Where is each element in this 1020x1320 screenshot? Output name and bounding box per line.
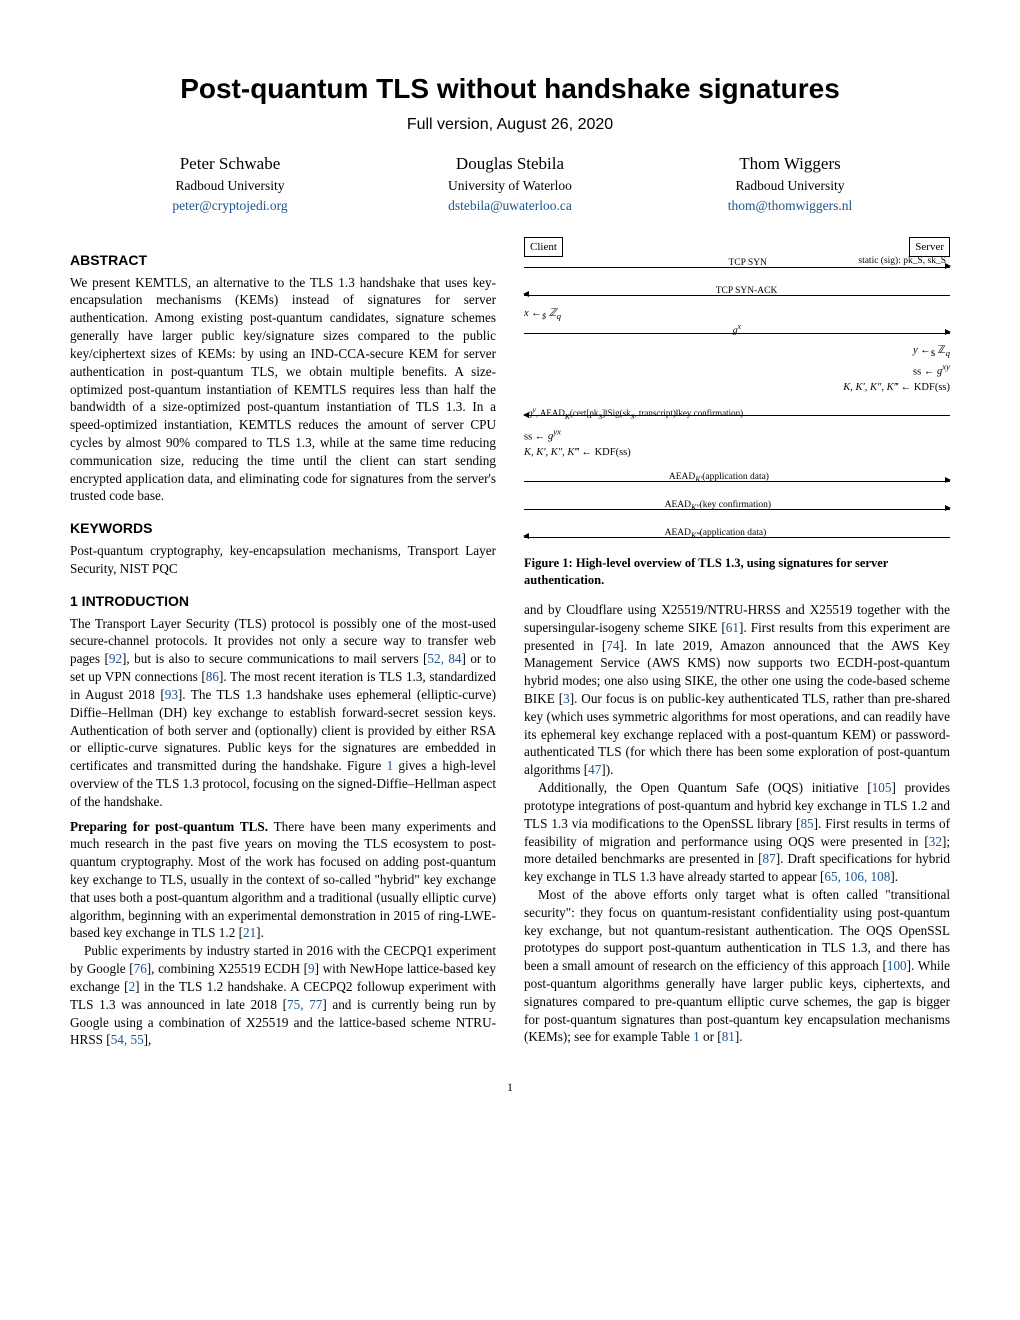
author-affil: Radboud University bbox=[90, 177, 370, 195]
citation[interactable]: 9 bbox=[308, 961, 315, 976]
citation[interactable]: 75, 77 bbox=[287, 997, 322, 1012]
author-affil: Radboud University bbox=[650, 177, 930, 195]
figure-caption: Figure 1: High-level overview of TLS 1.3… bbox=[524, 555, 950, 589]
paper-title: Post-quantum TLS without handshake signa… bbox=[70, 70, 950, 108]
citation[interactable]: 105 bbox=[872, 780, 892, 795]
client-node: Client bbox=[524, 237, 563, 258]
fig-label: gx bbox=[733, 321, 741, 338]
table-ref[interactable]: 1 bbox=[693, 1029, 700, 1044]
intro-heading: 1 INTRODUCTION bbox=[70, 592, 496, 611]
fig-label: AEADK″(key confirmation) bbox=[665, 498, 771, 514]
col2-p2: Additionally, the Open Quantum Safe (OQS… bbox=[524, 779, 950, 886]
citation[interactable]: 52, 84 bbox=[427, 651, 461, 666]
text: ], bbox=[144, 1032, 152, 1047]
citation[interactable]: 74 bbox=[606, 638, 619, 653]
author-email[interactable]: dstebila@uwaterloo.ca bbox=[370, 197, 650, 215]
fig-label: gy, AEADK(cert[pkS]‖Sig(skS, transcript)… bbox=[528, 404, 743, 422]
fig-label: x ←$ ℤq bbox=[524, 306, 561, 323]
citation[interactable]: 54, 55 bbox=[111, 1032, 144, 1047]
author-block: Peter Schwabe Radboud University peter@c… bbox=[90, 153, 370, 214]
citation[interactable]: 65, 106, 108 bbox=[824, 869, 890, 884]
authors-row: Peter Schwabe Radboud University peter@c… bbox=[90, 153, 930, 214]
fig-label: ss ← gyx bbox=[524, 426, 561, 445]
text: ]. bbox=[256, 925, 264, 940]
keywords-heading: KEYWORDS bbox=[70, 519, 496, 538]
citation[interactable]: 93 bbox=[165, 687, 178, 702]
author-name: Douglas Stebila bbox=[370, 153, 650, 176]
text: or [ bbox=[700, 1029, 722, 1044]
citation[interactable]: 3 bbox=[563, 691, 570, 706]
text: ], combining X25519 ECDH [ bbox=[147, 961, 308, 976]
public-experiments-paragraph: Public experiments by industry started i… bbox=[70, 942, 496, 1049]
citation[interactable]: 81 bbox=[722, 1029, 735, 1044]
abstract-heading: ABSTRACT bbox=[70, 251, 496, 270]
fig-label: y ←$ ℤq bbox=[913, 343, 950, 360]
figure-diagram: Client Server static (sig): pk_S, sk_S T… bbox=[524, 237, 950, 545]
citation[interactable]: 86 bbox=[206, 669, 219, 684]
fig-label: ss ← gxy bbox=[913, 361, 950, 380]
text: ]). bbox=[601, 762, 613, 777]
text: Additionally, the Open Quantum Safe (OQS… bbox=[538, 780, 872, 795]
intro-p1: The Transport Layer Security (TLS) proto… bbox=[70, 615, 496, 811]
citation[interactable]: 92 bbox=[109, 651, 122, 666]
text: ]. bbox=[735, 1029, 743, 1044]
citation[interactable]: 32 bbox=[929, 834, 942, 849]
paper-subtitle: Full version, August 26, 2020 bbox=[70, 114, 950, 136]
preparing-paragraph: Preparing for post-quantum TLS. There ha… bbox=[70, 818, 496, 943]
paragraph-title: Preparing for post-quantum TLS. bbox=[70, 819, 268, 834]
text: There have been many experiments and muc… bbox=[70, 819, 496, 941]
keywords-text: Post-quantum cryptography, key-encapsula… bbox=[70, 542, 496, 578]
col2-p1: and by Cloudflare using X25519/NTRU-HRSS… bbox=[524, 601, 950, 779]
abstract-text: We present KEMTLS, an alternative to the… bbox=[70, 274, 496, 506]
author-block: Thom Wiggers Radboud University thom@tho… bbox=[650, 153, 930, 214]
page-number: 1 bbox=[70, 1079, 950, 1095]
citation[interactable]: 21 bbox=[243, 925, 256, 940]
fig-label: K, K′, K″, K‴ ← KDF(ss) bbox=[843, 380, 950, 396]
fig-label: AEADK′(application data) bbox=[669, 470, 769, 486]
fig-label: AEADK‴(application data) bbox=[665, 526, 767, 542]
figure-1: Client Server static (sig): pk_S, sk_S T… bbox=[524, 237, 950, 589]
author-email[interactable]: peter@cryptojedi.org bbox=[90, 197, 370, 215]
citation[interactable]: 100 bbox=[887, 958, 907, 973]
author-affil: University of Waterloo bbox=[370, 177, 650, 195]
citation[interactable]: 61 bbox=[726, 620, 739, 635]
col2-p3: Most of the above efforts only target wh… bbox=[524, 886, 950, 1046]
fig-label: static (sig): pk_S, sk_S bbox=[858, 254, 946, 268]
fig-label: K, K′, K″, K‴ ← KDF(ss) bbox=[524, 445, 631, 461]
text: ]. bbox=[890, 869, 898, 884]
fig-label: TCP SYN-ACK bbox=[716, 284, 778, 298]
author-name: Thom Wiggers bbox=[650, 153, 930, 176]
citation[interactable]: 76 bbox=[134, 961, 147, 976]
text: ], but is also to secure communications … bbox=[122, 651, 427, 666]
citation[interactable]: 85 bbox=[800, 816, 813, 831]
citation[interactable]: 47 bbox=[588, 762, 601, 777]
citation[interactable]: 87 bbox=[763, 851, 776, 866]
author-block: Douglas Stebila University of Waterloo d… bbox=[370, 153, 650, 214]
fig-label: TCP SYN bbox=[728, 256, 766, 270]
author-email[interactable]: thom@thomwiggers.nl bbox=[650, 197, 930, 215]
author-name: Peter Schwabe bbox=[90, 153, 370, 176]
body-columns: ABSTRACT We present KEMTLS, an alternati… bbox=[70, 237, 950, 1049]
